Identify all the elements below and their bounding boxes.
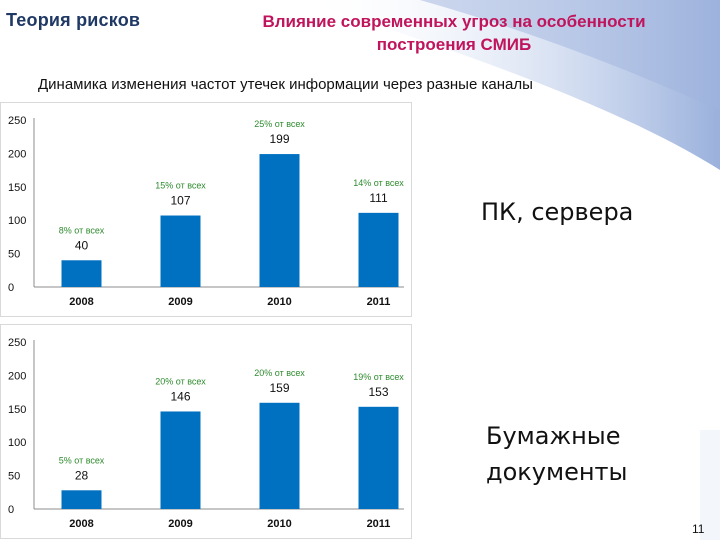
x-tick-label-2008: 2008 bbox=[69, 518, 93, 530]
x-tick-label-2011: 2011 bbox=[367, 518, 391, 530]
x-tick-label-2011: 2011 bbox=[367, 296, 391, 308]
bar-2011 bbox=[358, 212, 399, 287]
y-tick-label: 50 bbox=[8, 249, 20, 261]
channel-label-line2: документы bbox=[486, 458, 628, 486]
channel-label-paper-documents: Бумажные документы bbox=[486, 418, 627, 490]
data-label-2009: 146 bbox=[170, 389, 190, 403]
data-label-2011: 153 bbox=[368, 385, 388, 399]
share-label-2008: 8% от всех bbox=[59, 225, 105, 235]
channel-label-pc-servers: ПК, сервера bbox=[481, 198, 634, 226]
y-tick-label: 150 bbox=[8, 404, 26, 416]
x-tick-label-2009: 2009 bbox=[168, 518, 192, 530]
slide-title: Влияние современных угроз на особенности… bbox=[214, 10, 694, 56]
x-tick-label-2008: 2008 bbox=[69, 296, 93, 308]
bar-2009 bbox=[160, 411, 201, 509]
bar-2010 bbox=[259, 402, 300, 509]
bar-2008 bbox=[61, 490, 102, 509]
share-label-2009: 15% от всех bbox=[155, 181, 206, 191]
y-tick-label: 250 bbox=[8, 337, 26, 349]
data-label-2011: 111 bbox=[369, 191, 388, 205]
data-label-2010: 199 bbox=[269, 132, 289, 146]
bar-2009 bbox=[160, 215, 201, 287]
data-label-2008: 40 bbox=[75, 238, 89, 252]
slide-title-line2: построения СМИБ bbox=[376, 35, 532, 54]
y-tick-label: 100 bbox=[8, 437, 26, 449]
y-tick-label: 0 bbox=[8, 504, 14, 516]
share-label-2008: 5% от всех bbox=[59, 455, 105, 465]
y-tick-label: 100 bbox=[8, 215, 26, 227]
data-label-2010: 159 bbox=[269, 381, 289, 395]
chart-paper-documents: 0 50 100 150 200 250 28 5% от всех 2008 146 20% от… bbox=[0, 324, 412, 539]
share-label-2010: 25% от всех bbox=[254, 119, 305, 129]
chart-pc-servers: 0 50 100 150 200 250 40 8% от всех 2008 107 15% от… bbox=[0, 102, 412, 317]
channel-label-line1: Бумажные bbox=[486, 422, 621, 450]
chart-subtitle: Динамика изменения частот утечек информа… bbox=[38, 76, 533, 93]
chart-frame bbox=[0, 324, 412, 539]
y-tick-label: 200 bbox=[8, 370, 26, 382]
data-label-2009: 107 bbox=[170, 194, 190, 208]
slide-title-line1: Влияние современных угроз на особенности bbox=[262, 12, 646, 31]
bar-2008 bbox=[61, 260, 102, 287]
section-title: Теория рисков bbox=[6, 10, 141, 30]
x-tick-label-2010: 2010 bbox=[267, 296, 291, 308]
y-tick-label: 150 bbox=[8, 182, 26, 194]
page-number: 11 bbox=[692, 522, 705, 536]
y-tick-label: 50 bbox=[8, 471, 20, 483]
y-tick-label: 0 bbox=[8, 282, 14, 294]
share-label-2009: 20% от всех bbox=[155, 376, 206, 386]
x-tick-label-2010: 2010 bbox=[267, 518, 291, 530]
y-tick-label: 250 bbox=[8, 115, 26, 127]
bar-2011 bbox=[358, 406, 399, 509]
share-label-2011: 14% от всех bbox=[353, 178, 404, 188]
y-tick-label: 200 bbox=[8, 148, 26, 160]
chart-frame bbox=[0, 102, 412, 317]
share-label-2011: 19% от всех bbox=[353, 372, 404, 382]
bar-2010 bbox=[259, 154, 300, 287]
x-tick-label-2009: 2009 bbox=[168, 296, 192, 308]
data-label-2008: 28 bbox=[75, 468, 89, 482]
share-label-2010: 20% от всех bbox=[254, 368, 305, 378]
